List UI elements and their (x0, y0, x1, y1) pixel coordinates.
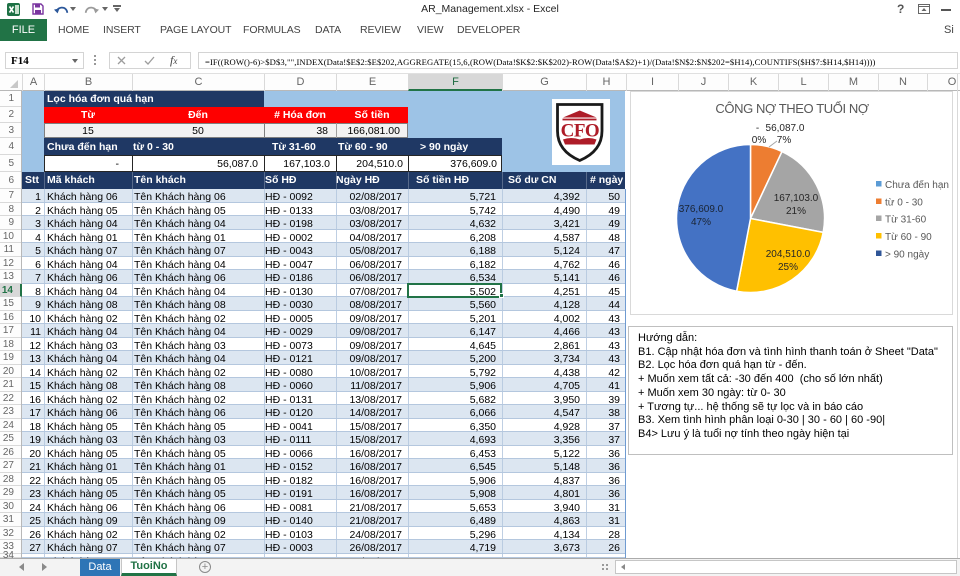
svg-text:25%: 25% (778, 262, 798, 273)
svg-text:376,609.0: 376,609.0 (679, 204, 724, 215)
svg-text:21%: 21% (786, 206, 806, 217)
svg-text:47%: 47% (691, 217, 711, 228)
svg-text:204,510.0: 204,510.0 (766, 249, 811, 260)
svg-text:từ 0 - 30: từ 0 - 30 (885, 198, 923, 209)
svg-text:CFO: CFO (561, 121, 600, 142)
svg-text:Từ 60 - 90: Từ 60 - 90 (885, 232, 932, 243)
svg-text:7%: 7% (777, 135, 792, 146)
svg-text:Từ 31-60: Từ 31-60 (885, 215, 927, 226)
svg-text:Chưa đến hạn: Chưa đến hạn (885, 179, 949, 191)
svg-text:167,103.0: 167,103.0 (774, 193, 819, 204)
svg-text:56,087.0: 56,087.0 (766, 123, 805, 134)
svg-text:CÔNG NỢ THEO TUỔI NỢ: CÔNG NỢ THEO TUỔI NỢ (715, 101, 868, 116)
svg-text:-: - (756, 123, 759, 134)
svg-text:0%: 0% (752, 135, 767, 146)
svg-text:> 90 ngày: > 90 ngày (885, 250, 929, 261)
